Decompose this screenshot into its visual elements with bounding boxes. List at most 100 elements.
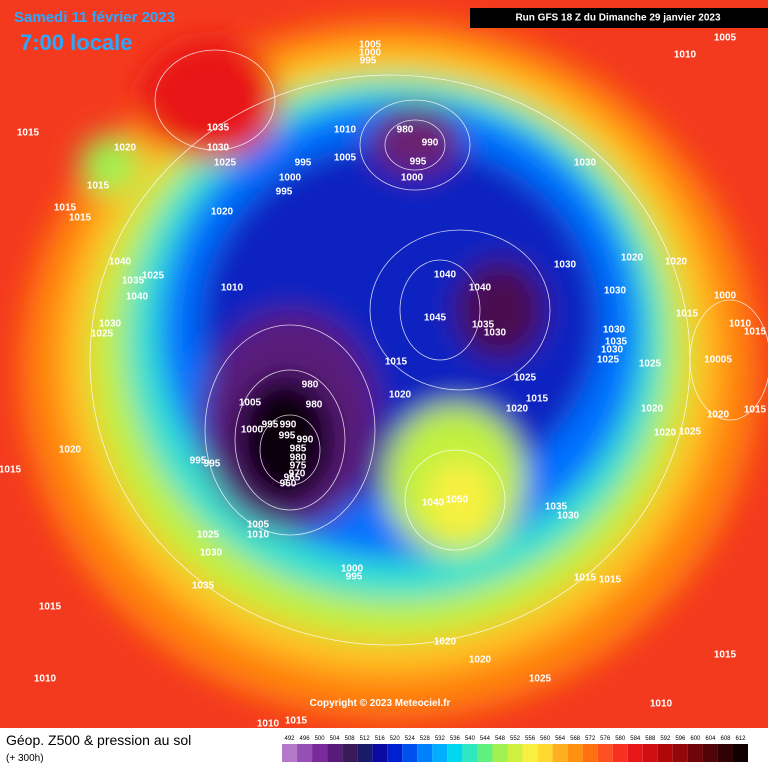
isobar-label: 1030 <box>557 511 580 522</box>
isobar-label: 1025 <box>639 359 662 370</box>
color-swatch <box>477 744 493 762</box>
isobar-label: 980 <box>302 380 319 391</box>
isobar-label: 995 <box>360 56 377 67</box>
isobar-label: 980 <box>397 125 414 136</box>
scale-label: 580 <box>615 736 626 742</box>
scale-label: 492 <box>285 736 296 742</box>
isobar-label: 990 <box>280 420 297 431</box>
isobar-label: 1020 <box>707 410 730 421</box>
isobar-label: 975 <box>290 461 307 472</box>
isobar-label: 1000 <box>341 564 364 575</box>
isobar-label: 10005 <box>704 355 732 366</box>
isobar-label: 1000 <box>279 173 302 184</box>
isobar-label: 1015 <box>285 716 308 727</box>
isobar-label: 1000 <box>401 173 424 184</box>
color-swatch <box>582 744 598 762</box>
color-swatch <box>282 744 298 762</box>
scale-label: 556 <box>525 736 536 742</box>
isobar-label: 1015 <box>54 203 77 214</box>
isobar-label: 1015 <box>744 405 767 416</box>
isobar-label: 995 <box>262 420 279 431</box>
isobar-label: 1015 <box>17 128 40 139</box>
isobar-label: 995 <box>346 572 363 583</box>
isobar-label: 980 <box>306 400 323 411</box>
color-swatch <box>567 744 583 762</box>
isobar-label: 990 <box>422 138 439 149</box>
isobar-label: 1040 <box>126 292 149 303</box>
scale-label: 496 <box>300 736 311 742</box>
isobar-label: 1020 <box>654 428 677 439</box>
isobar-label: 1020 <box>665 257 688 268</box>
scale-label: 572 <box>585 736 596 742</box>
scale-label: 500 <box>315 736 326 742</box>
isobar-label: 970 <box>289 469 306 480</box>
legend-title: Géop. Z500 & pression au sol <box>6 732 191 748</box>
scale-label: 600 <box>690 736 701 742</box>
isobar-label: 1035 <box>122 276 145 287</box>
color-swatch <box>522 744 538 762</box>
scale-label: 512 <box>360 736 371 742</box>
run-info: Run GFS 18 Z du Dimanche 29 janvier 2023 <box>515 13 721 24</box>
isobar-label: 1005 <box>334 153 357 164</box>
isobar-label: 1025 <box>197 530 220 541</box>
color-swatch <box>357 744 373 762</box>
isobar-label: 990 <box>297 435 314 446</box>
scale-label: 568 <box>570 736 581 742</box>
color-swatch <box>552 744 568 762</box>
isobar-label: 1040 <box>422 498 445 509</box>
scale-label: 516 <box>375 736 386 742</box>
isobar-label: 1030 <box>200 548 223 559</box>
isobar-label: 980 <box>290 453 307 464</box>
isobar-label: 1020 <box>469 655 492 666</box>
color-swatch <box>327 744 343 762</box>
color-swatch <box>492 744 508 762</box>
legend-lead: (+ 300h) <box>6 753 44 764</box>
isobar-label: 1020 <box>621 253 644 264</box>
isobar-label: 1015 <box>87 181 110 192</box>
isobar-label: 995 <box>295 158 312 169</box>
color-swatch <box>597 744 613 762</box>
isobar-label: 1015 <box>385 357 408 368</box>
isobar-label: 1010 <box>221 283 244 294</box>
scale-label: 592 <box>660 736 671 742</box>
isobar-label: 1035 <box>605 337 628 348</box>
isobar-label: 985 <box>290 444 307 455</box>
isobar-label: 1010 <box>674 50 697 61</box>
isobar-label: 1000 <box>359 48 382 59</box>
isobar-label: 1015 <box>526 394 549 405</box>
isobar-label: 1000 <box>714 291 737 302</box>
isobar-label: 1020 <box>434 637 457 648</box>
color-swatch <box>687 744 703 762</box>
isobar-label: 1025 <box>679 427 702 438</box>
isobar-label: 1045 <box>424 313 447 324</box>
isobar-label: 1010 <box>257 719 280 730</box>
scale-label: 564 <box>555 736 566 742</box>
isobar-label: 1040 <box>109 257 132 268</box>
isobar-label: 1010 <box>334 125 357 136</box>
scale-label: 524 <box>405 736 416 742</box>
isobar-label: 1015 <box>69 213 92 224</box>
isobar-label: 1050 <box>446 495 469 506</box>
isobar-label: 1020 <box>211 207 234 218</box>
color-swatch <box>627 744 643 762</box>
color-scale: 492 496 500 504 508 512 516 520 524 528 532 536 540 5… <box>282 736 748 762</box>
color-swatch <box>417 744 433 762</box>
geopotential-field <box>0 0 768 728</box>
isobar-label: 1005 <box>714 33 737 44</box>
isobar-label: 995 <box>279 431 296 442</box>
isobar-label: 1025 <box>214 158 237 169</box>
isobar-label: 1035 <box>207 123 230 134</box>
isobar-label: 1030 <box>554 260 577 271</box>
isobar-label: 960 <box>280 479 297 490</box>
scale-label: 504 <box>330 736 341 742</box>
isobar-label: 1040 <box>434 270 457 281</box>
isobar-label: 1010 <box>650 699 673 710</box>
color-swatch <box>642 744 658 762</box>
isobar-label: 1025 <box>91 329 114 340</box>
scale-label: 532 <box>435 736 446 742</box>
isobar-label: 1010 <box>247 530 270 541</box>
scale-label: 604 <box>705 736 716 742</box>
color-swatch <box>402 744 418 762</box>
isobar-label: 1020 <box>389 390 412 401</box>
isobar-label: 1030 <box>574 158 597 169</box>
